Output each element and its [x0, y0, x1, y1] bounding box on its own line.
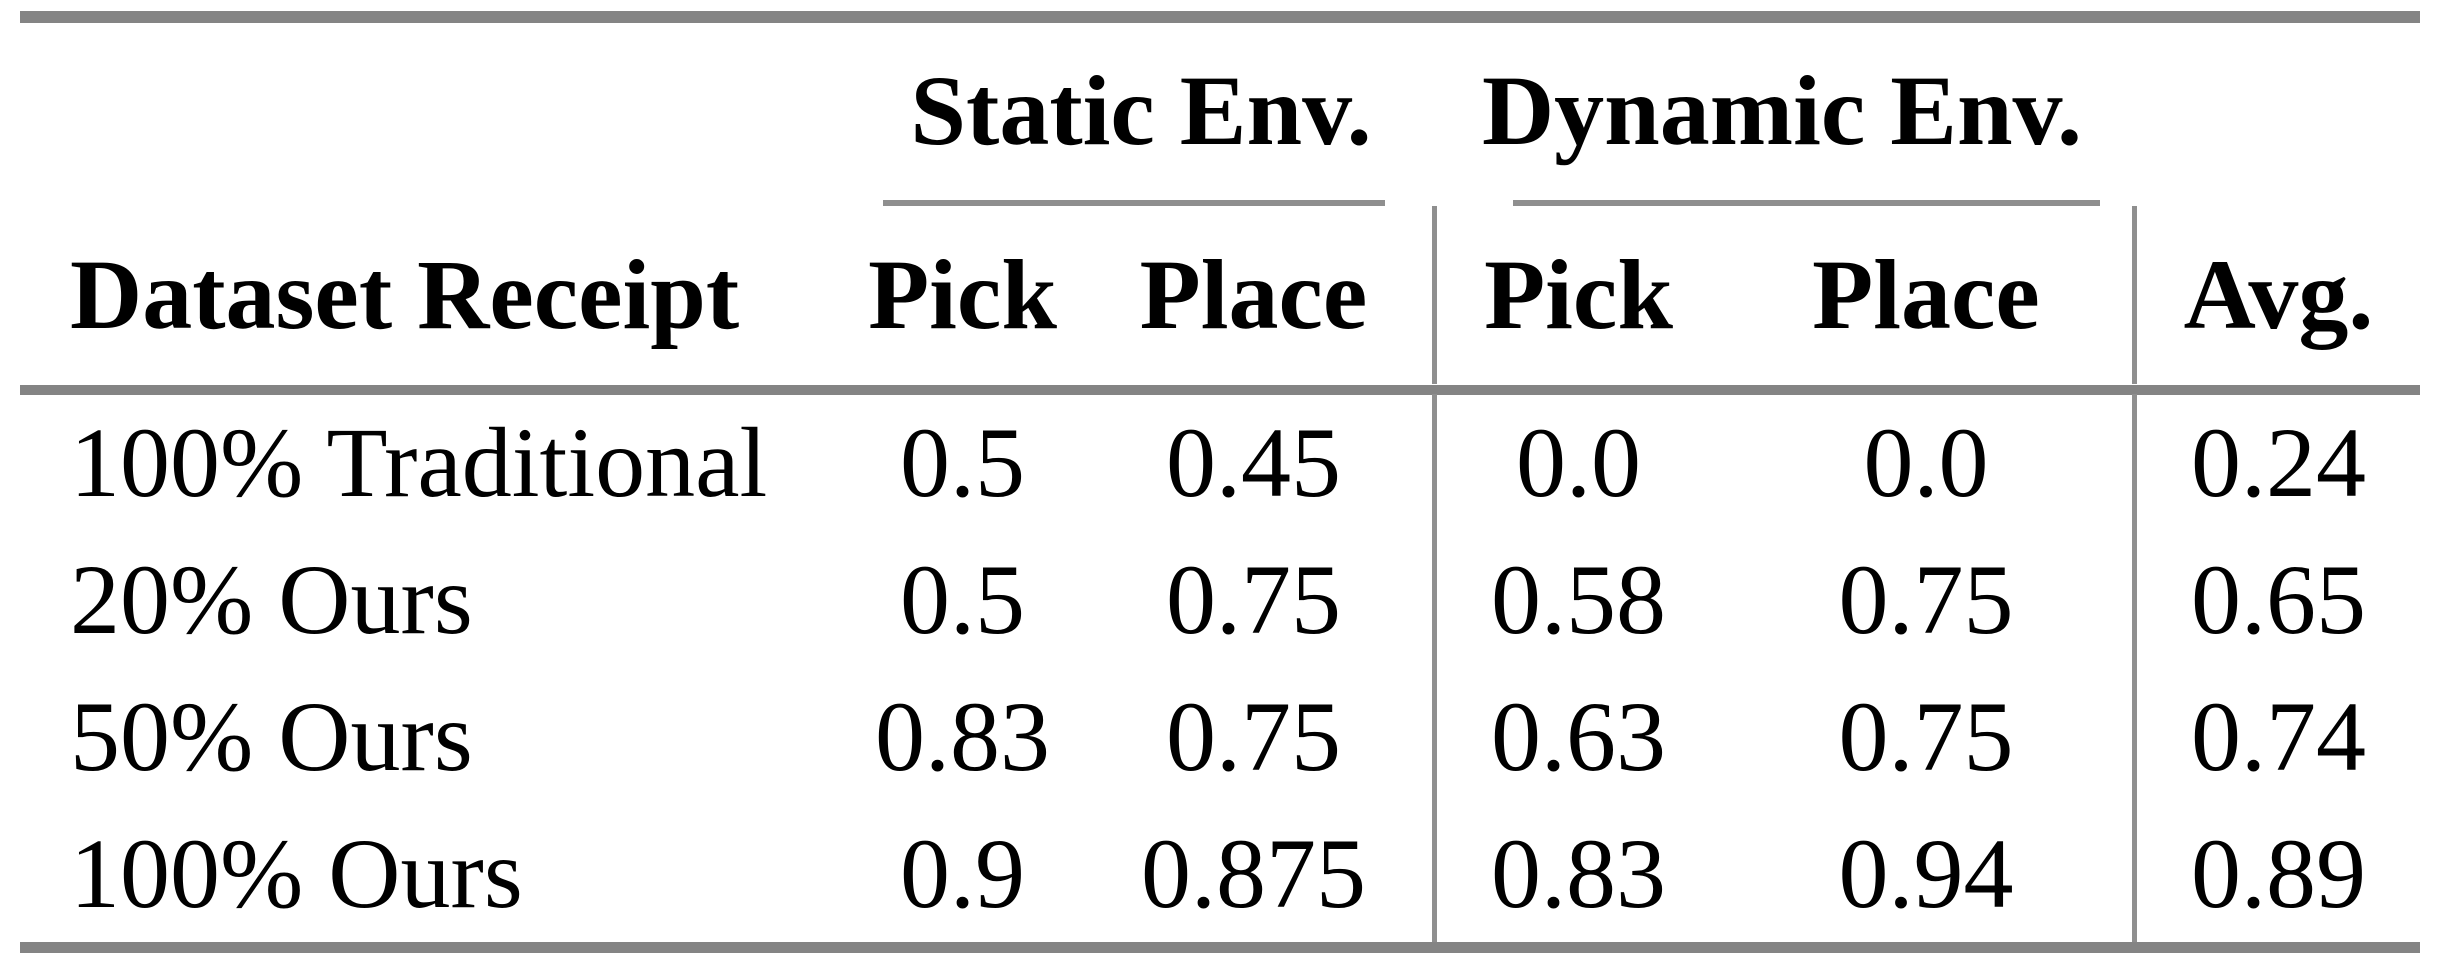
header-rule	[20, 385, 2420, 395]
header-dynamic-place: Place	[1812, 239, 2040, 350]
cell-dynamic-pick: 0.63	[1432, 668, 1720, 805]
header-static-place: Place	[1139, 239, 1368, 350]
header-dynamic-pick: Pick	[1432, 206, 1720, 384]
cmidrule-static	[883, 200, 1385, 206]
table-grid: Static Env. Dynamic Env. Dataset Receipt…	[30, 22, 2420, 942]
cell-dynamic-place: 0.0	[1863, 406, 1989, 518]
cell-static-pick: 0.5	[900, 406, 1025, 518]
cell-static-place: 0.45	[1166, 406, 1341, 518]
cell-dynamic-place: 0.75	[1838, 543, 2014, 655]
corner-spacer	[30, 22, 850, 200]
group-header-static-env: Static Env.	[910, 55, 1372, 166]
cell-dynamic-pick: 0.83	[1432, 805, 1720, 942]
top-rule	[20, 11, 2420, 23]
cell-static-pick: 0.9	[900, 817, 1025, 929]
avg-spacer	[2132, 22, 2420, 200]
cell-dynamic-place: 0.75	[1838, 680, 2014, 792]
cell-avg: 0.24	[2132, 394, 2420, 531]
cell-static-place: 0.75	[1166, 543, 1341, 655]
cell-static-place: 0.75	[1166, 680, 1341, 792]
cell-avg: 0.65	[2132, 531, 2420, 668]
cell-avg: 0.89	[2132, 805, 2420, 942]
cell-static-pick: 0.5	[900, 543, 1025, 655]
header-static-pick: Pick	[868, 239, 1057, 350]
mid-rule-spacer	[30, 384, 2420, 394]
cmidrule-strip	[30, 200, 2420, 206]
bottom-rule	[20, 942, 2420, 953]
cell-static-pick: 0.83	[875, 680, 1050, 792]
row-label: 100% Traditional	[70, 406, 768, 518]
cell-dynamic-pick: 0.0	[1432, 394, 1720, 531]
cell-dynamic-pick: 0.58	[1432, 531, 1720, 668]
cmidrule-dynamic	[1513, 200, 2100, 206]
cell-static-place: 0.875	[1141, 817, 1366, 929]
cell-dynamic-place: 0.94	[1838, 817, 2014, 929]
row-label: 50% Ours	[70, 680, 473, 792]
group-header-dynamic-env: Dynamic Env.	[1481, 55, 2083, 166]
row-label: 100% Ours	[70, 817, 523, 929]
row-label: 20% Ours	[70, 543, 473, 655]
header-dataset-receipt: Dataset Receipt	[70, 239, 740, 350]
cell-avg: 0.74	[2132, 668, 2420, 805]
header-avg: Avg.	[2132, 206, 2420, 384]
